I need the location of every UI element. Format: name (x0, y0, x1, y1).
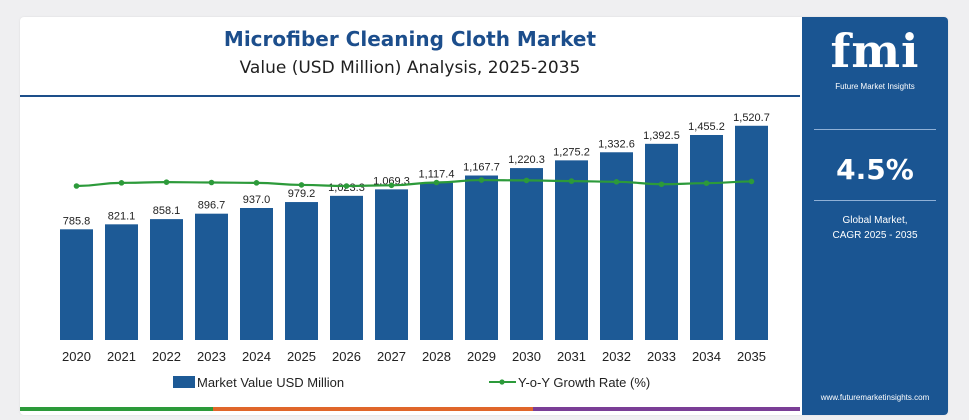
bar-2030 (510, 168, 543, 340)
fmi-logo: fmi (830, 24, 920, 78)
cagr-label-line2: CAGR 2025 - 2035 (832, 230, 918, 241)
x-axis-ticks: 2020 2021 2022 2023 2024 2025 2026 2027 2028 2029… (62, 349, 766, 364)
bar-value-label-2024: 937.0 (243, 194, 271, 206)
x-tick-2035: 2035 (737, 349, 766, 364)
legend: Market Value USD Million Y-o-Y Growth Ra… (173, 375, 650, 390)
growth-point-2021 (118, 180, 125, 186)
bar-value-label-2035: 1,520.7 (733, 112, 770, 124)
bar-value-label-2023: 896.7 (198, 200, 226, 212)
growth-point-2022 (163, 179, 170, 185)
legend-line-label: Y-o-Y Growth Rate (%) (518, 375, 650, 390)
legend-bar-swatch (173, 376, 195, 388)
growth-point-2029 (478, 177, 485, 183)
bar-value-label-2030: 1,220.3 (508, 154, 545, 166)
bar-series (60, 125, 768, 340)
x-tick-2021: 2021 (107, 349, 136, 364)
bar-value-label-2031: 1,275.2 (553, 146, 590, 158)
growth-point-2020 (73, 183, 80, 189)
x-tick-2025: 2025 (287, 349, 316, 364)
growth-line-series (73, 177, 755, 189)
growth-point-2027 (388, 182, 395, 189)
growth-point-2030 (523, 177, 530, 184)
bar-value-label-2034: 1,455.2 (688, 121, 725, 133)
bar-2025 (285, 202, 318, 340)
x-tick-2028: 2028 (422, 349, 451, 364)
bar-value-label-2033: 1,392.5 (643, 130, 680, 142)
x-tick-2032: 2032 (602, 349, 631, 364)
cagr-label-line1: Global Market, (842, 215, 908, 226)
growth-point-2031 (568, 178, 575, 184)
growth-point-2033 (658, 181, 665, 188)
bar-2022 (150, 219, 183, 340)
bar-value-label-2032: 1,332.6 (598, 138, 635, 150)
bar-value-labels: 785.8821.1858.1896.7937.0979.21,023.31,0… (63, 112, 770, 228)
x-tick-2023: 2023 (197, 349, 226, 364)
bar-2021 (105, 224, 138, 340)
footer-strip-green (20, 407, 213, 411)
bar-2031 (555, 160, 588, 340)
bar-value-label-2022: 858.1 (153, 205, 181, 217)
bar-2020 (60, 229, 93, 340)
cagr-value: 4.5% (836, 153, 914, 186)
footer-strip-orange (213, 407, 533, 411)
x-tick-2030: 2030 (512, 349, 541, 364)
bar-2029 (465, 175, 498, 340)
bar-2024 (240, 208, 273, 340)
bar-value-label-2025: 979.2 (288, 188, 316, 200)
side-divider-mid (814, 200, 936, 201)
bar-2028 (420, 182, 453, 340)
bar-2034 (690, 134, 723, 340)
footer-strip-purple (533, 407, 800, 411)
legend-line-marker (499, 379, 505, 385)
chart-title: Microfiber Cleaning Cloth Market (223, 27, 597, 51)
x-tick-2024: 2024 (242, 349, 271, 364)
x-tick-2031: 2031 (557, 349, 586, 364)
x-tick-2020: 2020 (62, 349, 91, 364)
x-tick-2029: 2029 (467, 349, 496, 364)
bar-2033 (645, 143, 678, 340)
side-divider-top (814, 129, 936, 130)
title-divider (20, 95, 800, 97)
growth-point-2026 (343, 183, 350, 189)
logo-subtitle: Future Market Insights (835, 82, 915, 91)
cagr-label: Global Market, CAGR 2025 - 2035 (802, 213, 948, 243)
x-tick-2034: 2034 (692, 349, 721, 364)
chart-subtitle: Value (USD Million) Analysis, 2025-2035 (239, 58, 581, 78)
bar-value-label-2021: 821.1 (108, 210, 136, 222)
chart-card: Microfiber Cleaning Cloth Market Value (… (20, 17, 948, 415)
growth-point-2025 (298, 182, 305, 188)
bar-value-label-2028: 1,117.4 (419, 169, 455, 181)
bar-2027 (375, 189, 408, 340)
growth-line (76, 178, 752, 188)
bar-value-label-2020: 785.8 (63, 215, 91, 227)
growth-point-2023 (208, 179, 215, 186)
bar-2026 (330, 195, 363, 340)
side-panel: fmi Future Market Insights 4.5% Global M… (802, 17, 948, 415)
x-tick-2033: 2033 (647, 349, 676, 364)
x-tick-2027: 2027 (377, 349, 406, 364)
bar-2035 (735, 125, 768, 340)
growth-point-2032 (613, 179, 620, 185)
growth-point-2035 (748, 178, 755, 185)
bar-2023 (195, 213, 228, 340)
x-tick-2026: 2026 (332, 349, 361, 364)
website-url: www.futuremarketinsights.com (820, 393, 930, 402)
bar-value-label-2029: 1,167.7 (463, 162, 500, 174)
x-tick-2022: 2022 (152, 349, 181, 364)
chart-plot: 785.8821.1858.1896.7937.0979.21,023.31,0… (60, 112, 770, 390)
growth-point-2034 (703, 180, 710, 186)
legend-bar-label: Market Value USD Million (197, 375, 344, 390)
growth-point-2028 (433, 179, 440, 186)
growth-point-2024 (253, 180, 260, 186)
